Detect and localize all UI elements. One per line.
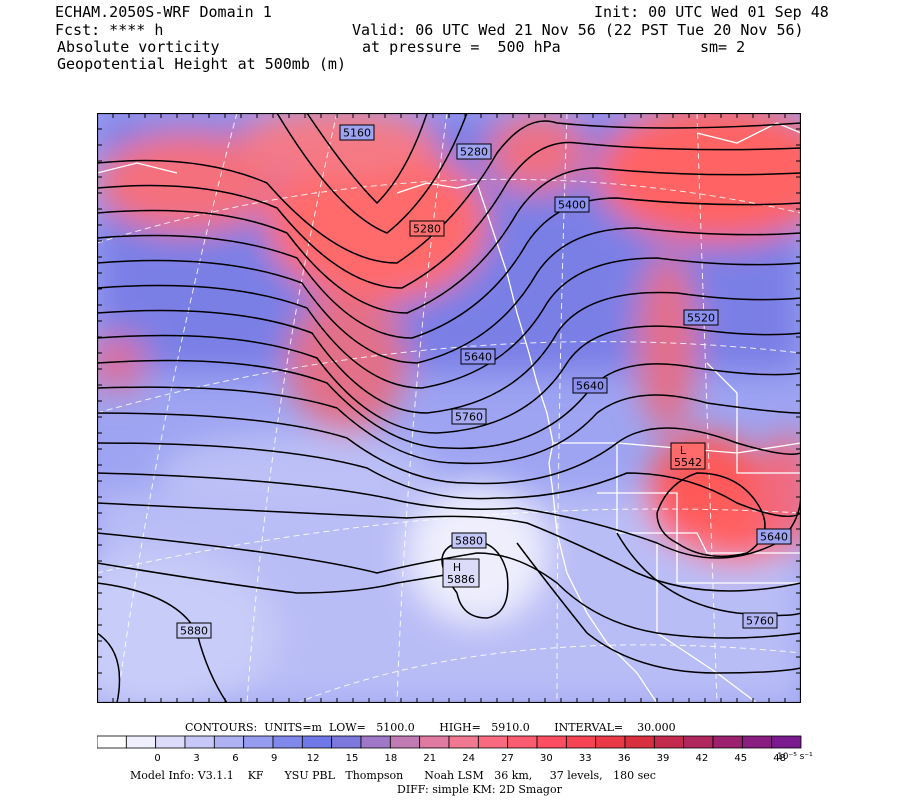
- contour-label: 5880: [180, 625, 208, 638]
- colorbar-cell: [389, 735, 421, 749]
- model-title: ECHAM.2050S-WRF Domain 1: [55, 3, 272, 21]
- contour-label: 5640: [464, 351, 492, 364]
- colorbar-cell: [419, 735, 450, 749]
- colorbar-tick-label: 42: [696, 753, 709, 764]
- colorbar-tick-label: 27: [501, 753, 514, 764]
- colorbar-tick-label: 6: [232, 753, 238, 764]
- colorbar-tick-label: 39: [657, 753, 670, 764]
- low-center: L 5542: [670, 442, 706, 470]
- colorbar-cell: [683, 735, 714, 749]
- colorbar-cell: [477, 735, 509, 749]
- contour-label: 5280: [460, 146, 488, 159]
- colorbar-cell: [741, 735, 773, 749]
- colorbar-cell: [448, 735, 479, 749]
- colorbar-cell: [301, 735, 333, 749]
- diff-info: DIFF: simple KM: 2D Smagor: [397, 783, 562, 796]
- contour-label: 5760: [455, 411, 483, 424]
- smoothing: sm= 2: [700, 38, 746, 56]
- colorbar-cell: [653, 735, 685, 749]
- contours-info: CONTOURS: UNITS=m LOW= 5100.0 HIGH= 5910…: [185, 721, 676, 734]
- colorbar-cell: [184, 735, 215, 749]
- colorbar-cell: [155, 735, 186, 749]
- field-name: Absolute vorticity: [57, 38, 220, 56]
- colorbar-cell: [331, 735, 362, 749]
- init-time: Init: 00 UTC Wed 01 Sep 48: [594, 3, 829, 21]
- colorbar-cell: [272, 735, 303, 749]
- colorbar-tick-label: 0: [154, 753, 160, 764]
- colorbar-tick-label: 36: [618, 753, 631, 764]
- colorbar-tick-label: 30: [540, 753, 553, 764]
- contour-label: 5760: [746, 615, 774, 628]
- colorbar-tick-label: 24: [462, 753, 475, 764]
- contour-labels: 5160 5280 5280 5400 5520 5640 5640 5760 …: [176, 124, 792, 639]
- coastlines: [97, 122, 801, 703]
- colorbar-cell: [360, 735, 391, 749]
- colorbar: 0 3 6 9 12 15 18 21 24 27 30 33 36 39 42 45 48 10⁻⁵ s⁻¹: [97, 735, 813, 764]
- high-center: H 5886: [442, 558, 480, 588]
- colorbar-cell: [536, 735, 567, 749]
- colorbar-cell: [97, 735, 127, 749]
- model-info: Model Info: V3.1.1 KF YSU PBL Thompson N…: [130, 769, 656, 782]
- colorbar-tick-label: 9: [271, 753, 277, 764]
- colorbar-tick-label: 21: [423, 753, 436, 764]
- colorbar-cell: [125, 735, 157, 749]
- contour-label: 5640: [760, 531, 788, 544]
- vorticity-shading: [97, 113, 801, 703]
- colorbar-tick-label: 12: [307, 753, 320, 764]
- high-value: 5886: [447, 573, 475, 586]
- contour-label: 5160: [343, 127, 371, 140]
- colorbar-cell: [565, 735, 597, 749]
- colorbar-tick-label: 33: [579, 753, 592, 764]
- vorticity-map: 5160 5280 5280 5400 5520 5640 5640 5760 …: [97, 113, 801, 703]
- contour-label: 5880: [455, 535, 483, 548]
- low-symbol: L: [680, 444, 687, 457]
- colorbar-cell: [213, 735, 245, 749]
- colorbar-tick-label: 48: [773, 753, 786, 764]
- contour-label: 5400: [558, 199, 586, 212]
- colorbar-unit: 10⁻⁵ s⁻¹: [777, 752, 813, 762]
- contour-label: 5640: [576, 380, 604, 393]
- forecast-hour: Fcst: **** h: [55, 21, 164, 39]
- contour-field-name: Geopotential Height at 500mb (m): [57, 55, 346, 73]
- colorbar-cell: [595, 735, 626, 749]
- colorbar-cell: [624, 735, 655, 749]
- contour-label: 5280: [413, 223, 441, 236]
- contour-label: 5520: [687, 312, 715, 325]
- colorbar-cell: [243, 735, 274, 749]
- colorbar-cell: [507, 735, 538, 749]
- colorbar-tick-label: 45: [734, 753, 747, 764]
- valid-time: Valid: 06 UTC Wed 21 Nov 56 (22 PST Tue …: [352, 21, 804, 39]
- colorbar-cell: [771, 735, 802, 749]
- pressure-level: at pressure = 500 hPa: [362, 38, 561, 56]
- high-symbol: H: [453, 561, 461, 574]
- colorbar-cell: [712, 735, 743, 749]
- low-value: 5542: [674, 456, 702, 469]
- colorbar-tick-label: 18: [385, 753, 398, 764]
- colorbar-tick-label: 15: [346, 753, 359, 764]
- colorbar-tick-label: 3: [193, 753, 199, 764]
